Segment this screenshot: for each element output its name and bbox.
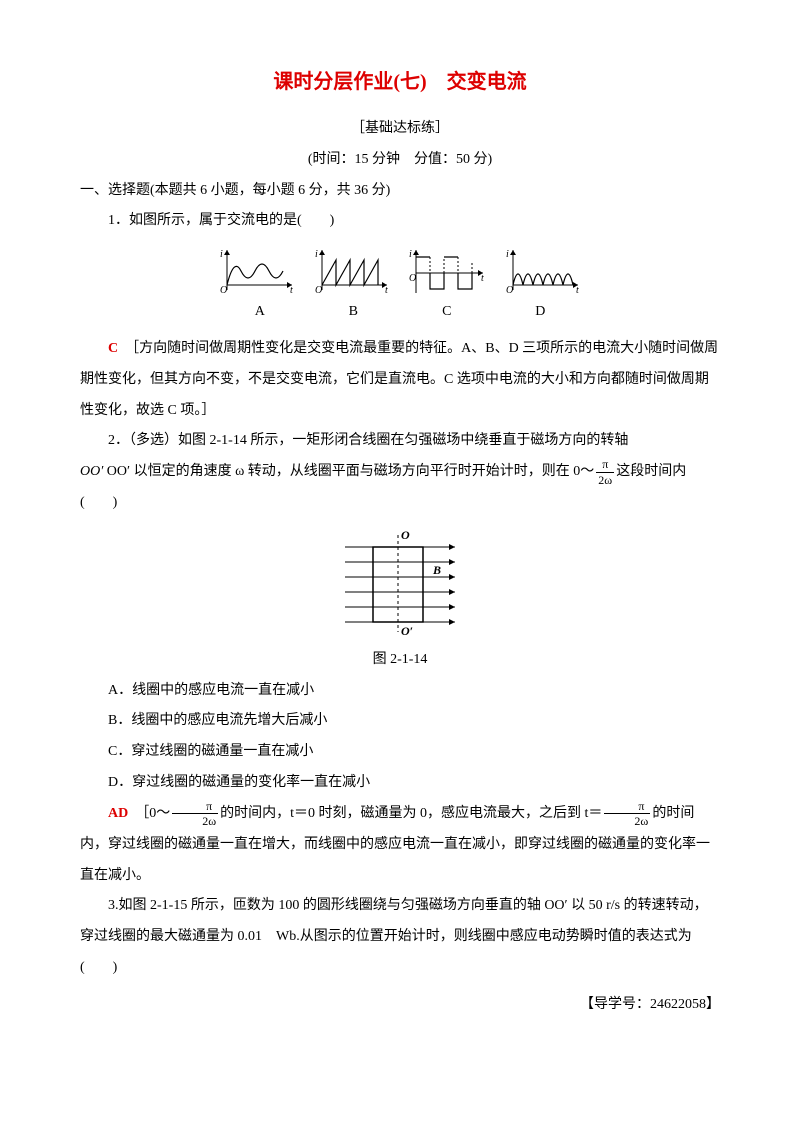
q2-text-b1: OO′ 以恒定的角速度 ω 转动，从线圈平面与磁场方向平行时开始计时，则在 0～	[107, 464, 595, 479]
q1-answer: C	[108, 341, 118, 356]
svg-text:i: i	[409, 249, 412, 260]
q2-text-line2: OO′ OO′ 以恒定的角速度 ω 转动，从线圈平面与磁场方向平行时开始计时，则…	[80, 457, 720, 519]
q2-option-c: C．穿过线圈的磁通量一直在减小	[80, 737, 720, 768]
q1-graph-c: i O t	[408, 245, 488, 295]
q2-explain-a: ［0～	[142, 806, 170, 821]
svg-text:i: i	[506, 249, 509, 260]
q2-text-line1: 2．（多选）如图 2-1-14 所示，一矩形闭合线圈在匀强磁场中绕垂直于磁场方向…	[80, 426, 720, 457]
svg-text:O: O	[401, 528, 410, 542]
q1-text: 1．如图所示，属于交流电的是( )	[80, 206, 720, 237]
q2-frac2-den: 2ω	[172, 814, 218, 828]
svg-text:O: O	[315, 285, 322, 295]
q1-graph-labels: A B C D	[80, 297, 720, 328]
q1-label-a: A	[215, 297, 305, 328]
svg-text:i: i	[315, 249, 318, 260]
q1-label-c: C	[402, 297, 492, 328]
q2-frac: π2ω	[596, 457, 614, 487]
q2-oo: OO′	[80, 464, 103, 479]
svg-text:B: B	[432, 563, 441, 577]
q2-option-d: D．穿过线圈的磁通量的变化率一直在减小	[80, 768, 720, 799]
q1-graph-d: i O t	[503, 245, 583, 295]
q2-frac2: π2ω	[172, 799, 218, 829]
q2-option-a: A．线圈中的感应电流一直在减小	[80, 676, 720, 707]
svg-text:O: O	[506, 285, 513, 295]
svg-text:O′: O′	[401, 624, 413, 637]
q1-label-b: B	[308, 297, 398, 328]
q1-graphs: i O t i O t i O t	[80, 245, 720, 295]
svg-text:O: O	[220, 285, 227, 295]
q2-frac3-num: π	[604, 799, 650, 814]
q3-ref: 【导学号：24622058】	[80, 990, 720, 1021]
q1-label-d: D	[495, 297, 585, 328]
q2-answer: AD	[108, 806, 128, 821]
page-title: 课时分层作业(七) 交变电流	[80, 60, 720, 104]
q2-answer-block: AD ［0～π2ω的时间内，t＝0 时刻，磁通量为 0，感应电流最大，之后到 t…	[80, 799, 720, 892]
svg-text:i: i	[220, 249, 223, 260]
q2-frac-num: π	[596, 457, 614, 472]
q2-frac-den: 2ω	[596, 473, 614, 487]
q1-answer-block: C ［方向随时间做周期性变化是交变电流最重要的特征。A、B、D 三项所示的电流大…	[80, 334, 720, 426]
svg-text:t: t	[576, 285, 579, 295]
q2-explain-b: 的时间内，t＝0 时刻，磁通量为 0，感应电流最大，之后到 t＝	[220, 806, 602, 821]
svg-text:t: t	[385, 285, 388, 295]
subtitle: ［基础达标练］	[80, 114, 720, 145]
svg-text:t: t	[290, 285, 293, 295]
q3-text: 3.如图 2-1-15 所示，匝数为 100 的圆形线圈绕与匀强磁场方向垂直的轴…	[80, 891, 720, 983]
q2-frac3-den: 2ω	[604, 814, 650, 828]
q2-option-b: B．线圈中的感应电流先增大后减小	[80, 706, 720, 737]
q1-graph-a: i O t	[217, 245, 297, 295]
q1-explain: ［方向随时间做周期性变化是交变电流最重要的特征。A、B、D 三项所示的电流大小随…	[80, 341, 718, 418]
q2-frac2-num: π	[172, 799, 218, 814]
section-heading: 一、选择题(本题共 6 小题，每小题 6 分，共 36 分)	[80, 176, 720, 207]
q1-graph-b: i O t	[312, 245, 392, 295]
timing-line: (时间：15 分钟 分值：50 分)	[80, 145, 720, 176]
q2-figure-caption: 图 2-1-14	[80, 645, 720, 676]
svg-text:t: t	[481, 273, 484, 284]
q2-frac3: π2ω	[604, 799, 650, 829]
q2-figure: O O′ B	[80, 527, 720, 637]
svg-text:O: O	[409, 273, 416, 284]
